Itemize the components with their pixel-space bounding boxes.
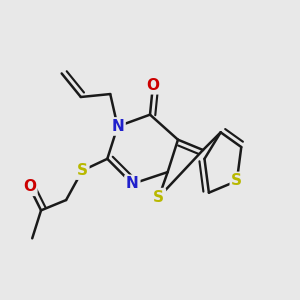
Text: S: S <box>231 173 242 188</box>
Text: S: S <box>77 163 88 178</box>
Text: N: N <box>111 119 124 134</box>
Text: O: O <box>146 78 159 93</box>
Text: O: O <box>23 179 36 194</box>
Text: N: N <box>126 176 139 191</box>
Text: S: S <box>153 190 164 205</box>
